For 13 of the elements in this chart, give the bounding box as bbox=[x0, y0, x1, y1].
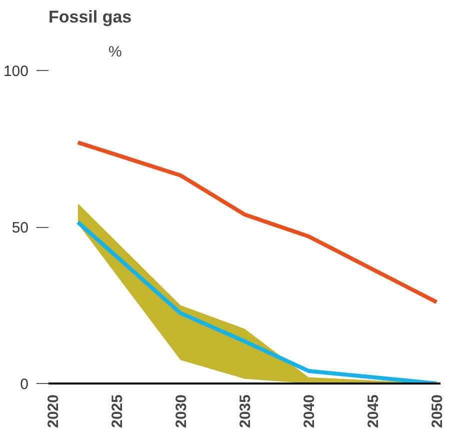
x-tick-label: 2050 bbox=[429, 394, 446, 428]
x-tick-label: 2020 bbox=[44, 394, 62, 428]
line-series bbox=[76, 140, 439, 304]
y-axis-title: % bbox=[108, 44, 122, 60]
y-tick-label: 0 bbox=[20, 376, 28, 393]
x-tick-label: 2025 bbox=[108, 394, 126, 428]
x-tick-label: 2035 bbox=[237, 394, 254, 428]
y-tick-label: 100 bbox=[3, 63, 29, 80]
x-tick-label: 2045 bbox=[365, 394, 382, 428]
y-tick-label: 50 bbox=[12, 220, 29, 236]
x-tick-label: 2040 bbox=[301, 394, 318, 428]
chart-title: Fossil gas bbox=[48, 8, 132, 26]
x-tick-label: 2030 bbox=[172, 394, 190, 428]
